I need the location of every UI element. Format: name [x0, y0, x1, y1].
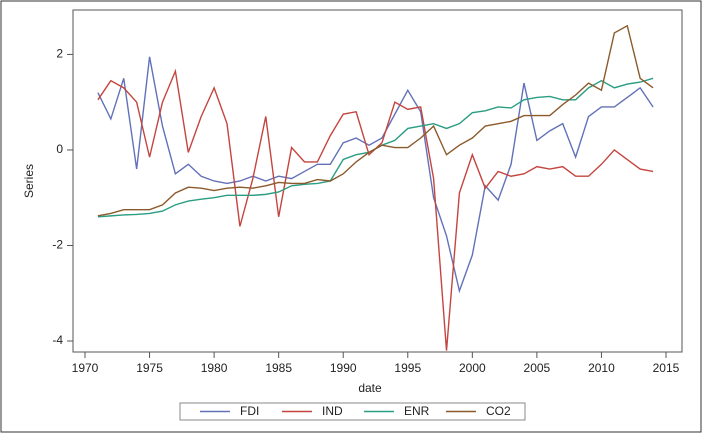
series-line [97, 56, 654, 294]
x-tick-label: 1980 [201, 361, 228, 375]
x-tick-label: 2005 [524, 361, 551, 375]
x-tick-label: 1975 [136, 361, 163, 375]
series-line [97, 24, 654, 217]
y-tick-label: -2 [52, 238, 63, 252]
plot-area [72, 9, 683, 353]
x-tick-label: 1970 [72, 361, 99, 375]
x-tick-label: 2000 [459, 361, 486, 375]
x-tick-label: 1995 [394, 361, 421, 375]
y-tick-label: -4 [52, 333, 63, 347]
y-tick-label: 0 [56, 142, 63, 156]
y-axis-label: Series [22, 164, 36, 198]
legend-label: CO2 [486, 404, 511, 418]
legend-label: ENR [404, 404, 430, 418]
legend-label: IND [322, 404, 343, 418]
x-axis-label: date [358, 381, 382, 395]
legend-box [179, 402, 526, 421]
y-tick-label: 2 [56, 47, 63, 61]
legend-label: FDI [240, 404, 259, 418]
x-tick-label: 2015 [653, 361, 680, 375]
x-tick-label: 2010 [588, 361, 615, 375]
series-line [97, 68, 654, 351]
x-tick-label: 1985 [265, 361, 292, 375]
x-tick-label: 1990 [330, 361, 357, 375]
